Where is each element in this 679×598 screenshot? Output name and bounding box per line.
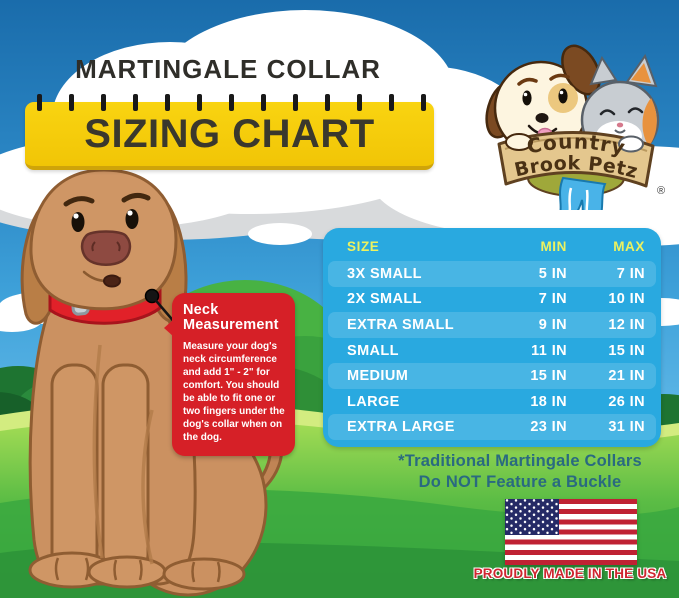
cell-max: 7 IN — [616, 265, 645, 282]
ruler-tick — [389, 94, 394, 111]
table-row: LARGE 18 IN 26 IN — [328, 389, 656, 415]
cell-max: 12 IN — [608, 316, 645, 333]
cell-size: EXTRA SMALL — [347, 316, 454, 333]
header-min: MIN — [540, 239, 567, 254]
cell-max: 31 IN — [608, 419, 645, 436]
ruler-tick — [229, 94, 234, 111]
ruler-tick — [421, 94, 426, 111]
ruler-tick — [325, 94, 330, 111]
ruler-tick — [357, 94, 362, 111]
table-row: EXTRA LARGE 23 IN 31 IN — [328, 414, 656, 441]
ruler-tick — [261, 94, 266, 111]
table-row: EXTRA SMALL 9 IN 12 IN — [328, 312, 656, 338]
poster-title: MARTINGALE COLLAR — [75, 54, 381, 84]
flag-canton-stars — [505, 499, 559, 535]
usa-flag — [505, 499, 637, 565]
buckle-footnote: *Traditional Martingale Collars Do NOT F… — [355, 451, 679, 492]
logo-cat-ear — [589, 55, 618, 86]
table-body: 3X SMALL 5 IN 7 IN 2X SMALL 7 IN 10 IN E… — [328, 261, 656, 441]
cell-size: LARGE — [347, 393, 400, 410]
table-row: SMALL 11 IN 15 IN — [328, 338, 656, 364]
ruler-tick — [133, 94, 138, 111]
table-header-row: SIZE MIN MAX — [323, 228, 661, 262]
cell-size: 3X SMALL — [347, 265, 422, 282]
ruler-tick — [37, 94, 42, 111]
ruler-tick — [293, 94, 298, 111]
neck-measurement-callout: Neck Measurement Measure your dog's neck… — [164, 293, 295, 457]
cell-min: 5 IN — [538, 265, 567, 282]
made-in-usa-text: PROUDLY MADE IN THE USA — [473, 566, 667, 581]
cell-max: 21 IN — [608, 368, 645, 385]
poster-subtitle: SIZING CHART — [84, 112, 375, 156]
footnote-line2: Do NOT Feature a Buckle — [418, 472, 622, 491]
cell-size: SMALL — [347, 342, 399, 359]
brand-logo: Country Brook Petz ® — [485, 44, 665, 210]
cell-size: 2X SMALL — [347, 291, 422, 308]
header-max: MAX — [613, 239, 645, 254]
cell-max: 26 IN — [608, 393, 645, 410]
cell-min: 18 IN — [530, 393, 567, 410]
footnote-line1: *Traditional Martingale Collars — [398, 452, 642, 470]
cell-min: 7 IN — [538, 291, 567, 308]
cell-min: 15 IN — [530, 368, 567, 385]
cell-size: MEDIUM — [347, 368, 409, 385]
callout-body: Measure your dog's neck circumference an… — [183, 341, 285, 444]
cell-size: EXTRA LARGE — [347, 419, 455, 436]
cell-max: 10 IN — [608, 291, 645, 308]
ruler-tick — [197, 94, 202, 111]
dog-nose — [80, 230, 132, 266]
ruler-tick — [69, 94, 74, 111]
cell-max: 15 IN — [608, 342, 645, 359]
cell-min: 11 IN — [531, 342, 567, 359]
registered-trademark-symbol: ® — [657, 185, 665, 197]
table-row: MEDIUM 15 IN 21 IN — [328, 363, 656, 389]
header-size: SIZE — [347, 239, 380, 254]
cell-min: 23 IN — [530, 419, 567, 436]
cell-min: 9 IN — [538, 316, 567, 333]
callout-heading: Neck Measurement — [183, 302, 279, 334]
sizing-table: SIZE MIN MAX 3X SMALL 5 IN 7 IN 2X SMALL… — [323, 228, 661, 447]
logo-water-splash — [559, 176, 607, 210]
ruler-tick — [165, 94, 170, 111]
table-row: 2X SMALL 7 IN 10 IN — [328, 287, 656, 313]
ruler-tick — [101, 94, 106, 111]
table-row: 3X SMALL 5 IN 7 IN — [328, 261, 656, 287]
ruler-banner: SIZING CHART — [25, 94, 434, 170]
